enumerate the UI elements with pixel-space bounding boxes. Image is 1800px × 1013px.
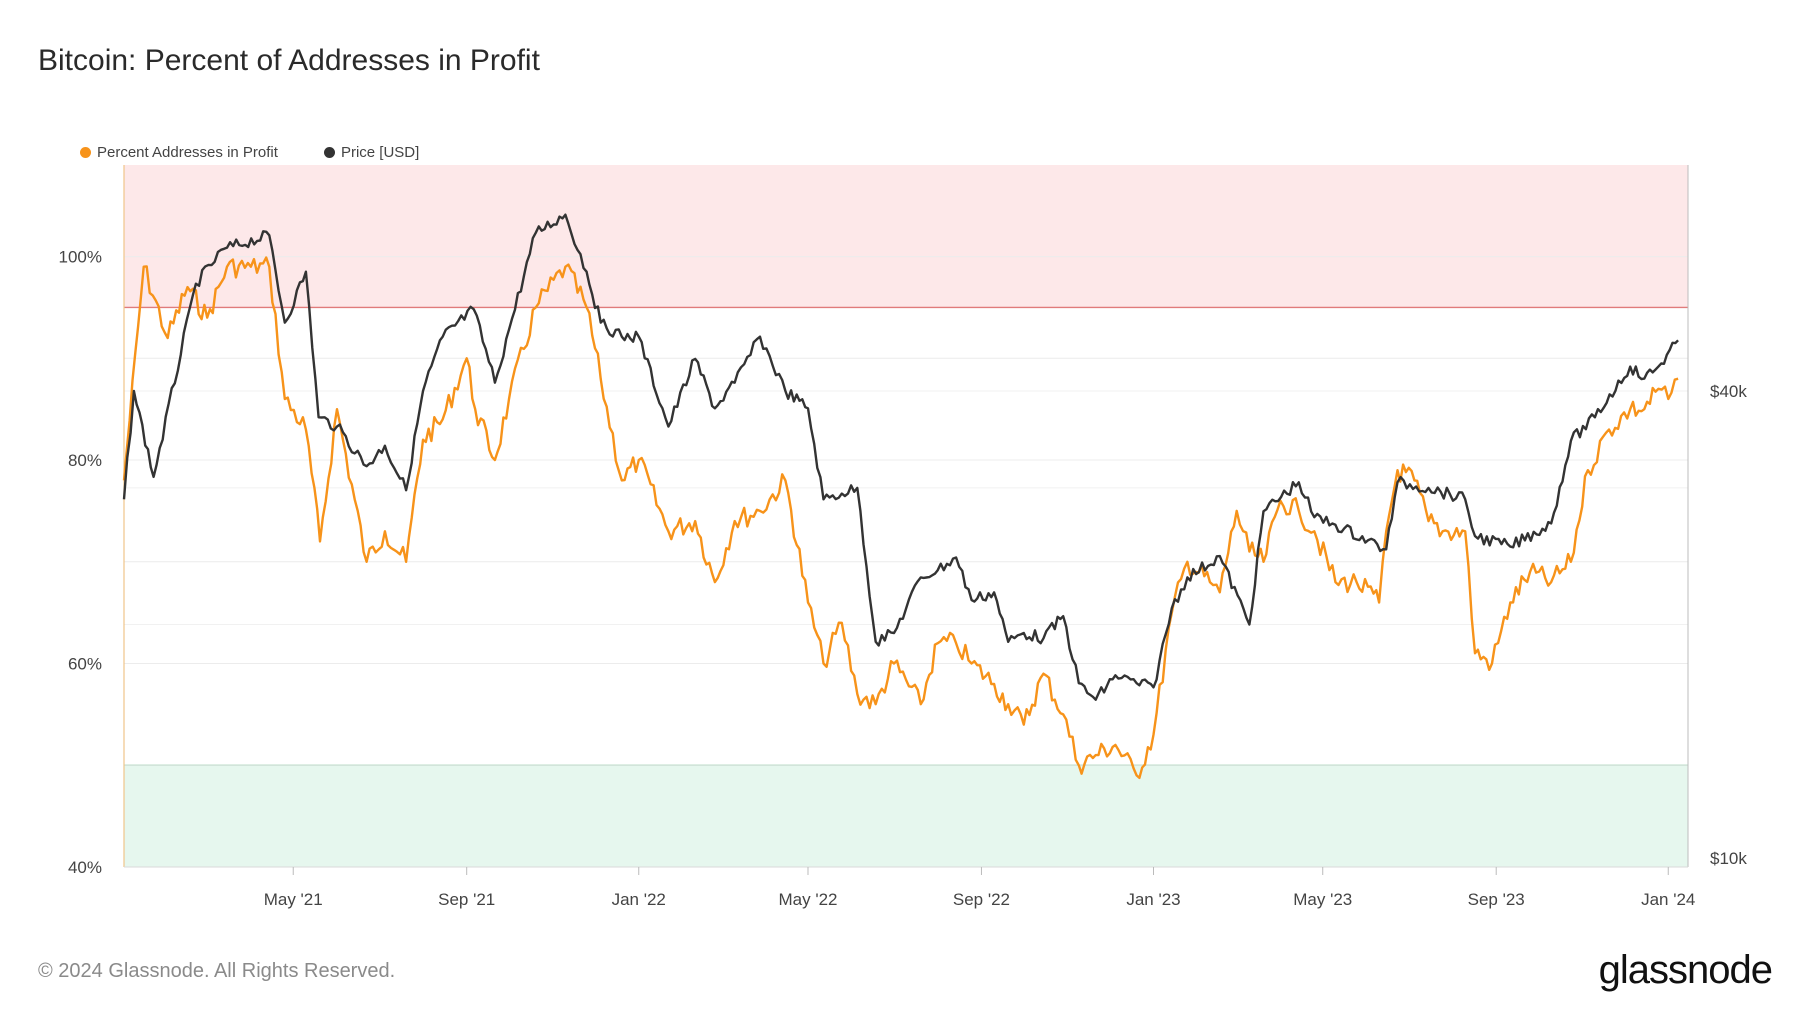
- series-line-price-usd: [122, 213, 1679, 701]
- x-tick-label: Jan '24: [1641, 890, 1695, 909]
- chart-legend: Percent Addresses in Profit Price [USD]: [80, 144, 419, 161]
- legend-dot-price: [323, 147, 335, 158]
- lower-band: [124, 765, 1688, 867]
- y-left-tick-label: 40%: [68, 858, 102, 877]
- y-left-tick-label: 60%: [68, 655, 102, 674]
- legend-item-price[interactable]: Price [USD]: [323, 144, 420, 161]
- legend-label-profit: Percent Addresses in Profit: [97, 144, 278, 161]
- x-tick-label: Sep '22: [953, 890, 1010, 909]
- x-tick-label: Sep '23: [1468, 890, 1525, 909]
- x-tick-label: Sep '21: [438, 890, 495, 909]
- y-right-tick-label: $10k: [1710, 849, 1747, 868]
- x-tick-label: May '21: [264, 890, 323, 909]
- legend-dot-profit: [80, 147, 91, 158]
- legend-item-profit[interactable]: Percent Addresses in Profit: [80, 144, 278, 161]
- y-right-tick-label: $40k: [1710, 382, 1747, 401]
- x-tick-label: May '22: [778, 890, 837, 909]
- y-left-tick-label: 80%: [68, 451, 102, 470]
- x-tick-label: Jan '22: [612, 890, 666, 909]
- y-left-tick-label: 100%: [59, 248, 102, 267]
- upper-band: [124, 165, 1688, 308]
- chart-title: Bitcoin: Percent of Addresses in Profit: [38, 44, 540, 77]
- copyright-footer: © 2024 Glassnode. All Rights Reserved.: [38, 960, 396, 982]
- series-line-percent-in-profit: [122, 256, 1679, 780]
- x-tick-label: May '23: [1293, 890, 1352, 909]
- legend-label-price: Price [USD]: [340, 144, 420, 161]
- x-tick-label: Jan '23: [1126, 890, 1180, 909]
- brand-logo: glassnode: [1598, 948, 1773, 992]
